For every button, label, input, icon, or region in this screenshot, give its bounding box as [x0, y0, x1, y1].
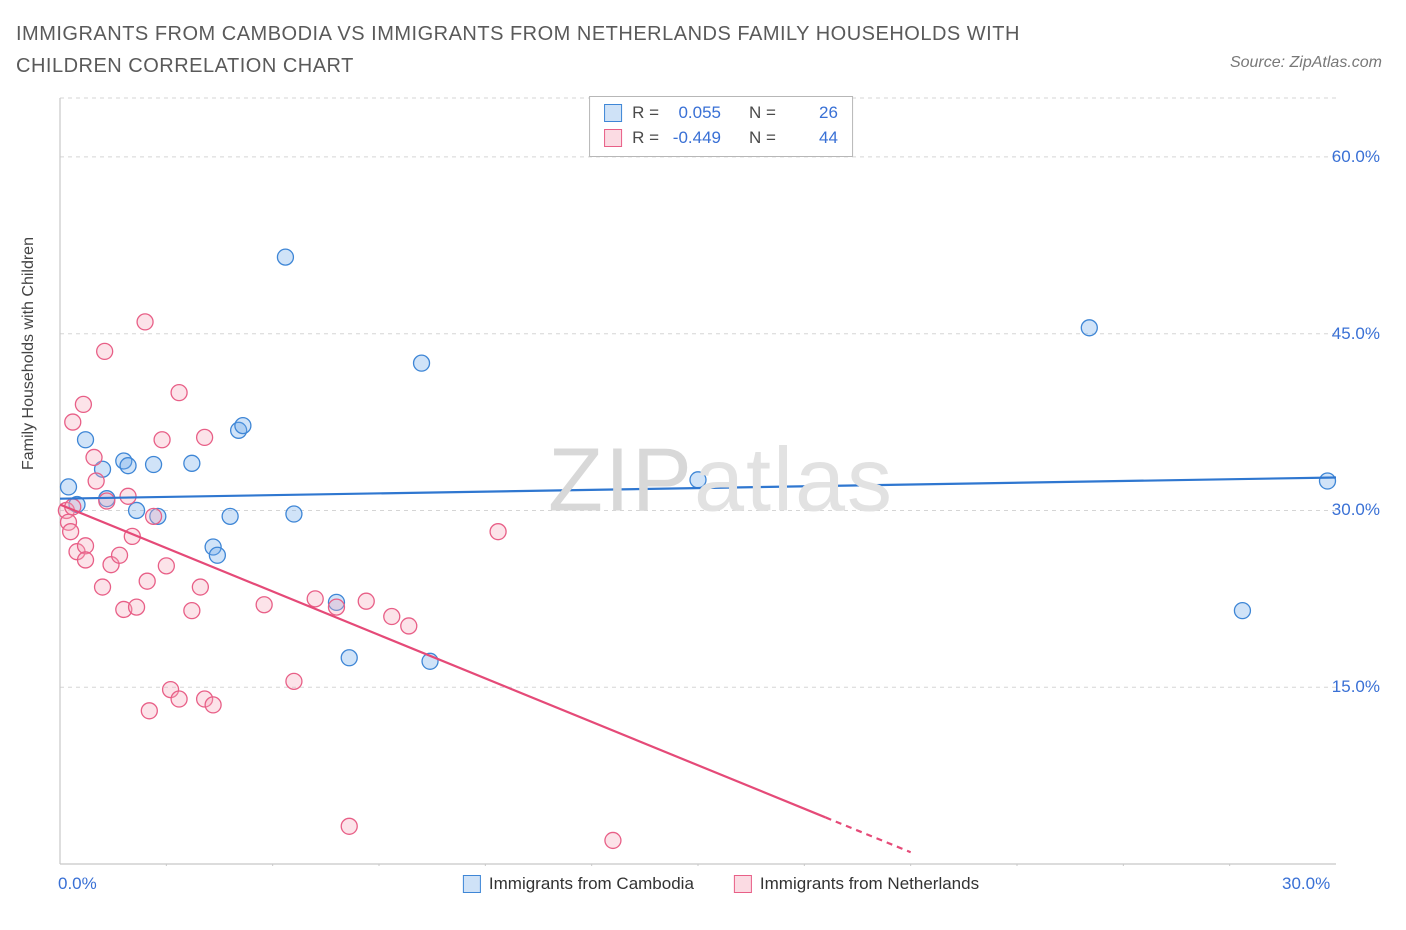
legend-item: Immigrants from Cambodia [463, 874, 694, 894]
legend-swatch [734, 875, 752, 893]
x-axis-min-label: 0.0% [58, 874, 97, 894]
stats-row-series-a: R = 0.055 N = 26 [604, 101, 838, 126]
correlation-stats-box: R = 0.055 N = 26 R = -0.449 N = 44 [589, 96, 853, 157]
n-label: N = [749, 126, 776, 151]
y-axis-tick-label: 45.0% [1332, 324, 1380, 344]
y-axis-tick-label: 30.0% [1332, 500, 1380, 520]
legend-label: Immigrants from Cambodia [489, 874, 694, 894]
stats-row-series-b: R = -0.449 N = 44 [604, 126, 838, 151]
y-axis-tick-label: 60.0% [1332, 147, 1380, 167]
swatch-series-b [604, 129, 622, 147]
swatch-series-a [604, 104, 622, 122]
y-axis-label: Family Households with Children [20, 237, 38, 470]
legend-swatch [463, 875, 481, 893]
y-axis-tick-label: 15.0% [1332, 677, 1380, 697]
n-value-b: 44 [786, 126, 838, 151]
x-axis-legend: Immigrants from Cambodia Immigrants from … [463, 874, 979, 894]
chart-title: IMMIGRANTS FROM CAMBODIA VS IMMIGRANTS F… [16, 18, 1116, 82]
n-value-a: 26 [786, 101, 838, 126]
r-label: R = [632, 101, 659, 126]
r-value-b: -0.449 [669, 126, 721, 151]
scatter-plot [56, 96, 1386, 866]
legend-label: Immigrants from Netherlands [760, 874, 979, 894]
x-axis-max-label: 30.0% [1282, 874, 1330, 894]
source-citation: Source: ZipAtlas.com [1230, 54, 1382, 72]
r-label: R = [632, 126, 659, 151]
n-label: N = [749, 101, 776, 126]
chart-container: ZIPatlas R = 0.055 N = 26 R = -0.449 N =… [56, 96, 1386, 866]
r-value-a: 0.055 [669, 101, 721, 126]
legend-item: Immigrants from Netherlands [734, 874, 979, 894]
